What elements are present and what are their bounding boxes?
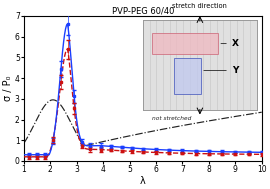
Title: PVP-PEG 60/40: PVP-PEG 60/40 xyxy=(112,6,174,15)
Y-axis label: σ / P₀: σ / P₀ xyxy=(4,76,14,101)
Text: not stretched: not stretched xyxy=(152,116,191,121)
X-axis label: λ: λ xyxy=(140,176,146,186)
